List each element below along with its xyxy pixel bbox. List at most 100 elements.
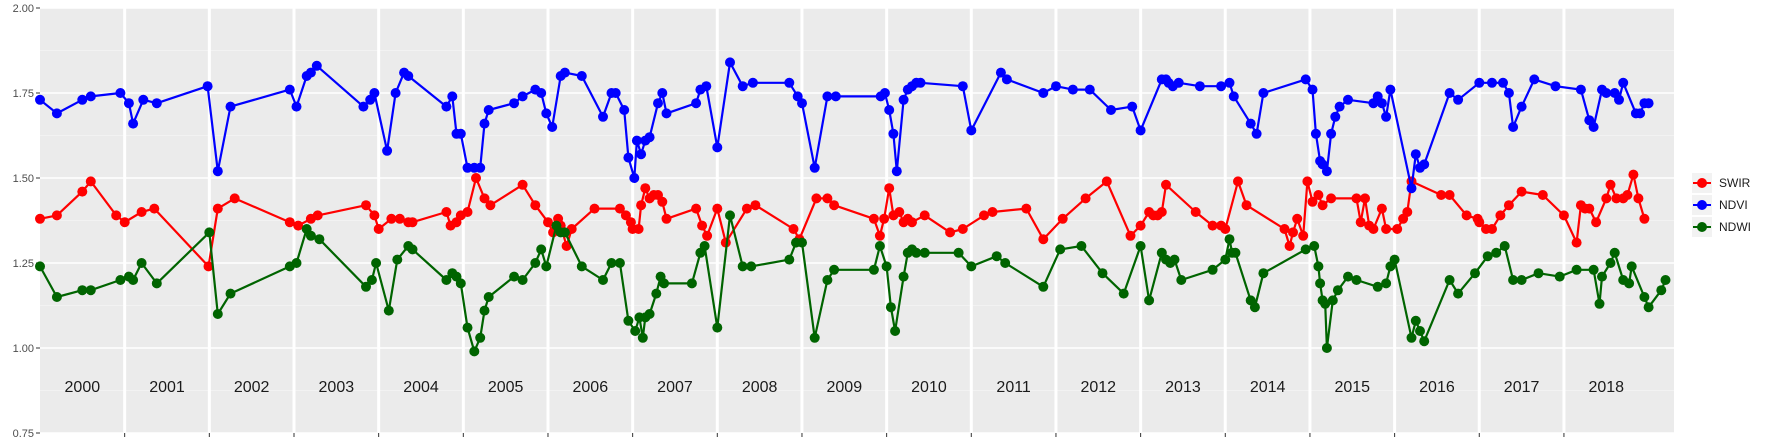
data-point	[797, 237, 807, 248]
data-point	[1381, 111, 1392, 122]
data-point	[1224, 77, 1235, 88]
data-point	[1220, 224, 1231, 234]
data-point	[1415, 326, 1425, 336]
data-point	[881, 261, 892, 272]
data-point	[1084, 84, 1095, 95]
y-tick-label: 2.00	[13, 3, 34, 15]
data-point	[630, 326, 641, 336]
data-point	[1327, 295, 1338, 306]
data-point	[1190, 207, 1201, 217]
data-point	[475, 162, 486, 173]
data-point	[737, 81, 748, 92]
data-point	[868, 264, 879, 275]
data-point	[699, 241, 710, 251]
data-point	[35, 213, 45, 224]
data-point	[1000, 258, 1011, 268]
data-point	[1080, 193, 1091, 204]
data-point	[614, 258, 625, 268]
data-point	[725, 57, 735, 68]
data-point	[386, 213, 397, 224]
series-layer	[35, 57, 1671, 357]
data-point	[1309, 241, 1320, 251]
data-point	[884, 183, 895, 194]
data-point	[441, 207, 452, 217]
data-point	[475, 332, 486, 343]
series-line-ndvi	[39, 61, 1649, 190]
year-labels: 2000 2001 2002 2003 2004 2005 2006 2007 2008 2009…	[65, 379, 1625, 396]
data-point	[1173, 77, 1184, 88]
data-point	[811, 193, 822, 204]
data-point	[640, 183, 651, 194]
data-point	[1310, 128, 1321, 139]
data-point	[1554, 271, 1565, 282]
data-point	[1503, 88, 1514, 98]
legend-key-dot	[1697, 222, 1707, 232]
data-point	[576, 261, 587, 272]
data-point	[366, 275, 377, 285]
data-point	[1633, 193, 1644, 204]
data-point	[987, 207, 998, 217]
data-point	[305, 67, 316, 78]
data-point	[212, 309, 223, 319]
data-point	[1487, 224, 1497, 234]
data-point	[1635, 108, 1646, 119]
year-label: 2004	[403, 379, 439, 396]
data-point	[311, 60, 322, 71]
data-point	[1498, 77, 1508, 88]
data-point	[1279, 224, 1290, 234]
data-point	[1302, 176, 1313, 187]
data-point	[576, 71, 587, 81]
data-point	[136, 207, 147, 217]
data-point	[390, 88, 401, 98]
data-point	[1436, 190, 1447, 200]
data-point	[1406, 183, 1417, 194]
data-point	[1320, 298, 1331, 309]
data-point	[1474, 77, 1485, 88]
data-point	[51, 108, 62, 119]
data-point	[1487, 77, 1497, 88]
data-point	[392, 254, 403, 265]
data-point	[1499, 241, 1510, 251]
data-point	[1207, 264, 1218, 275]
data-point	[1360, 193, 1370, 204]
data-point	[35, 261, 45, 272]
data-point	[919, 247, 930, 258]
data-point	[1156, 207, 1167, 217]
data-point	[1067, 84, 1078, 95]
year-label: 2002	[234, 379, 270, 396]
data-point	[633, 224, 644, 234]
data-point	[725, 210, 735, 221]
data-point	[1300, 74, 1311, 85]
year-label: 2018	[1588, 379, 1624, 396]
data-point	[686, 278, 697, 289]
data-point	[636, 200, 647, 211]
data-point	[830, 91, 841, 102]
data-point	[995, 67, 1006, 78]
data-point	[701, 81, 712, 92]
data-point	[1453, 288, 1464, 299]
data-point	[911, 247, 922, 258]
year-label: 2000	[65, 379, 101, 396]
data-point	[559, 227, 570, 238]
data-point	[691, 98, 702, 109]
data-point	[1076, 241, 1087, 251]
data-point	[644, 132, 655, 143]
data-point	[371, 258, 382, 268]
data-point	[483, 105, 494, 115]
data-point	[623, 152, 634, 163]
data-point	[1288, 227, 1298, 238]
data-point	[1144, 295, 1155, 306]
data-point	[822, 91, 833, 102]
data-point	[1233, 176, 1243, 187]
data-point	[1321, 166, 1332, 177]
data-point	[35, 94, 45, 105]
data-point	[85, 285, 96, 296]
data-point	[1326, 193, 1337, 204]
data-point	[598, 275, 608, 285]
data-point	[712, 322, 723, 333]
year-label: 2010	[911, 379, 947, 396]
data-point	[966, 261, 977, 272]
data-point	[1368, 224, 1379, 234]
data-point	[657, 88, 668, 98]
data-point	[907, 217, 917, 228]
